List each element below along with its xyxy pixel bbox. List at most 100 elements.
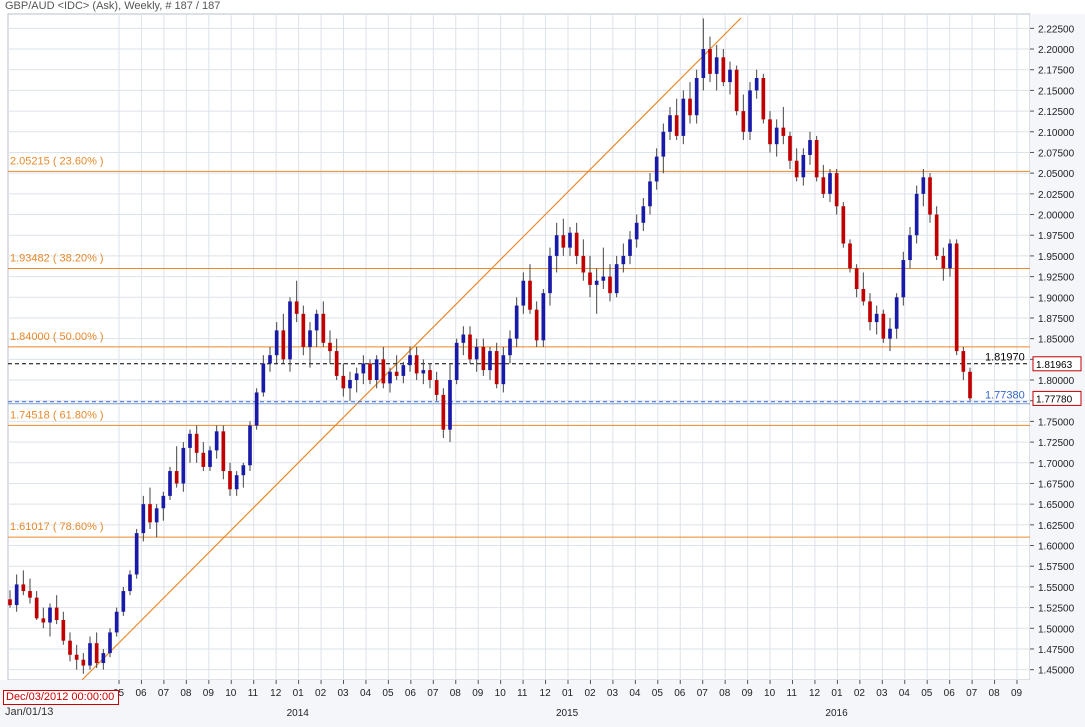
fib-label: 2.05215 ( 23.60% ) xyxy=(10,155,104,167)
x-tick-label: 01 xyxy=(831,688,843,699)
candle-body xyxy=(41,618,46,623)
candle-body xyxy=(101,653,106,664)
candle-body xyxy=(208,450,212,467)
candle-body xyxy=(161,495,166,509)
x-tick-label: 06 xyxy=(405,688,417,699)
candle-body xyxy=(154,508,159,523)
x-tick-label: 01 xyxy=(293,688,305,699)
y-tick-label: 1.45000 xyxy=(1038,666,1075,677)
candle-body xyxy=(814,140,819,178)
candle-body xyxy=(348,380,352,389)
crosshair-date-box: Dec/03/2012 00:00:00 xyxy=(3,690,119,705)
candle-body xyxy=(654,156,659,182)
y-tick-label: 1.62500 xyxy=(1038,521,1075,532)
candle-body xyxy=(708,49,712,74)
candle-body xyxy=(34,597,39,619)
x-tick-label: 09 xyxy=(472,688,484,699)
fib-label: 1.84000 ( 50.00% ) xyxy=(10,331,104,343)
x-tick-label: 02 xyxy=(315,688,327,699)
candle-body xyxy=(628,239,632,256)
time-axis-panel xyxy=(0,680,1085,727)
candle-body xyxy=(21,584,26,592)
candle-body xyxy=(134,533,139,575)
candle-body xyxy=(948,243,952,269)
x-tick-label: 09 xyxy=(742,688,754,699)
candle-body xyxy=(774,127,779,145)
price-line-label: 1.77380 xyxy=(985,390,1025,402)
candle-body xyxy=(414,355,419,374)
candle-body xyxy=(954,243,959,352)
candle-body xyxy=(8,599,12,606)
candle-body xyxy=(808,140,812,155)
x-tick-label: 08 xyxy=(719,688,731,699)
x-tick-label: 11 xyxy=(517,688,528,699)
candle-body xyxy=(854,268,859,290)
x-tick-label: 04 xyxy=(360,688,372,699)
candle-body xyxy=(541,293,546,341)
year-label: 2014 xyxy=(287,708,310,719)
candle-body xyxy=(621,255,626,265)
candle-body xyxy=(428,370,432,381)
candle-body xyxy=(94,643,99,664)
candle-body xyxy=(308,330,312,347)
candle-body xyxy=(788,135,792,161)
candle-body xyxy=(514,305,519,339)
y-tick-label: 2.22500 xyxy=(1038,24,1075,35)
x-tick-label: 05 xyxy=(921,688,933,699)
candle-body xyxy=(694,77,699,116)
candle-body xyxy=(28,591,32,598)
y-tick-label: 2.20000 xyxy=(1038,45,1075,56)
y-tick-label: 2.10000 xyxy=(1038,128,1075,139)
candle-body xyxy=(661,131,666,157)
candle-body xyxy=(901,260,906,298)
x-tick-label: 12 xyxy=(270,688,282,699)
candle-body xyxy=(601,276,606,281)
candle-body xyxy=(568,232,572,248)
x-tick-label: 06 xyxy=(944,688,956,699)
candle-body xyxy=(701,49,706,78)
candle-body xyxy=(894,297,899,329)
x-tick-label: 04 xyxy=(899,688,911,699)
y-tick-label: 1.80000 xyxy=(1038,376,1075,387)
candle-body xyxy=(68,640,72,655)
candle-body xyxy=(374,359,379,381)
x-tick-label: 02 xyxy=(584,688,596,699)
chart-header: GBP/AUD <IDC> (Ask), Weekly, # 187 / 187 xyxy=(5,0,221,12)
candle-body xyxy=(494,351,499,385)
candle-body xyxy=(234,475,239,490)
candle-body xyxy=(214,431,219,451)
candle-body xyxy=(81,659,86,666)
candle-body xyxy=(441,394,446,430)
y-tick-label: 1.60000 xyxy=(1038,542,1075,553)
start-date-label: Jan/01/13 xyxy=(5,706,54,718)
y-tick-label: 1.85000 xyxy=(1038,335,1075,346)
candle-body xyxy=(454,342,459,381)
candle-body xyxy=(174,471,179,484)
candle-body xyxy=(554,235,559,256)
candle-body xyxy=(508,338,512,356)
candle-body xyxy=(401,365,406,376)
fib-label: 1.93482 ( 38.20% ) xyxy=(10,252,104,264)
candle-body xyxy=(488,351,492,371)
candle-body xyxy=(61,620,66,641)
y-tick-label: 1.55000 xyxy=(1038,583,1075,594)
candle-body xyxy=(361,363,366,374)
candle-body xyxy=(754,77,759,91)
x-tick-label: 12 xyxy=(540,688,552,699)
candle-body xyxy=(181,447,186,484)
candle-body xyxy=(828,173,832,194)
candle-body xyxy=(74,654,79,660)
y-tick-label: 1.87500 xyxy=(1038,314,1075,325)
candle-body xyxy=(848,243,852,269)
candle-body xyxy=(108,632,112,654)
candle-body xyxy=(301,313,306,347)
price-axis-panel xyxy=(1030,14,1085,680)
candle-body xyxy=(121,591,126,612)
candle-body xyxy=(968,371,972,399)
y-tick-label: 2.15000 xyxy=(1038,86,1075,97)
candle-body xyxy=(721,57,726,83)
y-tick-label: 1.57500 xyxy=(1038,562,1075,573)
candle-body xyxy=(228,471,232,490)
